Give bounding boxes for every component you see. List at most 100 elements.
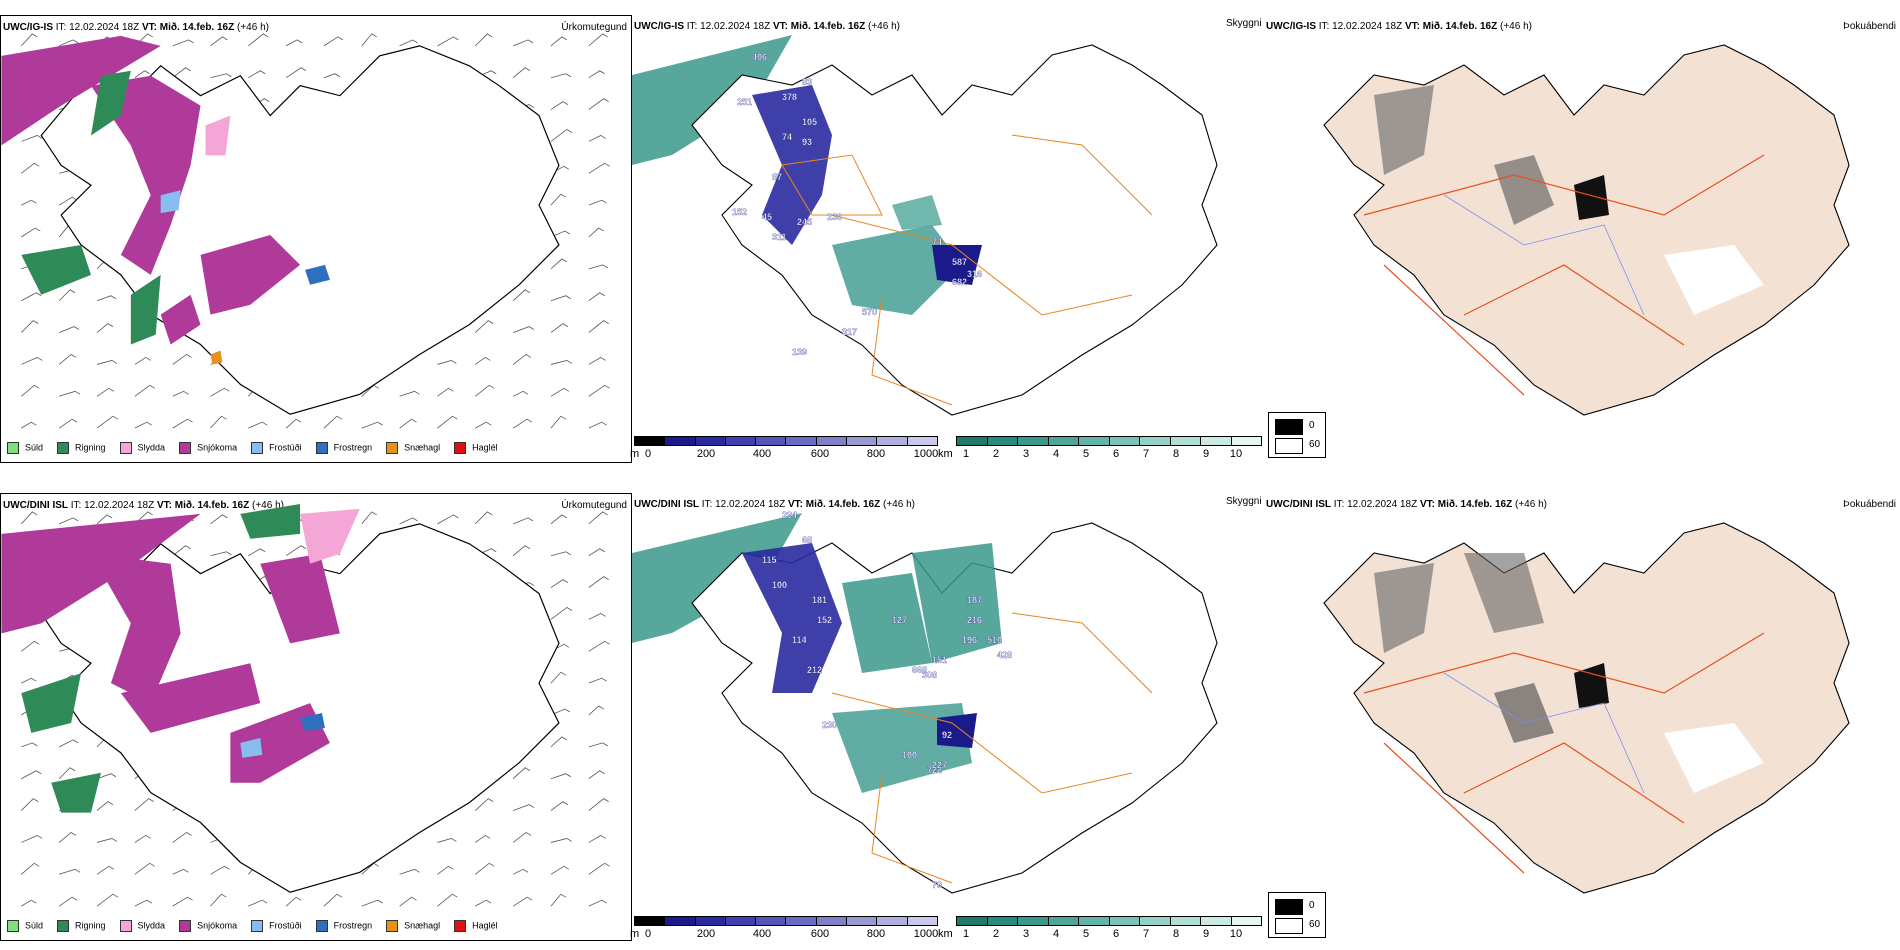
wind-barb [21,421,37,429]
wind-barb [361,421,383,429]
ceiling-value-label: 251 [737,97,752,107]
wind-barb [512,517,534,525]
ceiling-value-label: 378 [782,92,797,102]
wind-barb [58,353,77,365]
wind-barb [512,804,535,811]
wind-barb [58,896,78,907]
wind-barb [550,671,567,684]
wind-barb [512,289,531,302]
wind-barb [512,326,535,333]
iceland-fog-map [1323,44,1850,416]
wind-barb [550,514,568,525]
map-header: UWC/DINI ISL IT: 12.02.2024 18Z VT: Mið.… [1266,499,1547,510]
wind-barb [437,514,459,525]
legend-item: Snæhagl [386,442,440,454]
wind-barb [96,773,117,780]
wind-barb [550,865,570,875]
wind-barb [550,36,568,47]
wind-barb [475,384,495,397]
wind-barb [96,838,118,843]
ceiling-value-label: 230 [822,720,837,730]
wind-barb [134,862,155,875]
wind-barb [475,421,492,429]
wind-barb [588,320,609,333]
wind-barb [134,384,155,397]
wind-barb [399,39,418,47]
ceiling-value-label: 115 [762,555,777,565]
wind-barb [21,770,42,780]
precip-type-title: Úrkomutegund [561,22,627,33]
wind-barb [588,421,607,429]
wind-barb [588,548,605,557]
wind-barb [588,264,608,270]
wind-barb [588,899,607,907]
wind-barb [550,360,573,365]
ceiling-value-label: 68 [802,535,812,545]
wind-barb [172,39,194,47]
precip-type-legend: Súld Rigning Slydda Snjókoma Frostúði Fr… [7,920,498,932]
wind-barb [58,767,76,780]
wind-barb [588,798,609,811]
wind-barb [248,33,269,47]
ceiling-value-label: 127 [892,615,907,625]
ceiling-value-label: 587 [952,257,967,267]
ceiling-scale-bar [634,436,938,446]
wind-barb [437,838,457,843]
visibility-title: Skyggni [1226,496,1262,507]
ceiling-value-label: 406 [752,52,767,62]
wind-barb [475,798,494,811]
ceiling-value-label: 308 [922,670,937,680]
visibility-scale-bar [956,436,1262,446]
wind-barb [475,834,491,843]
fog-title: Þokuábendi [1843,21,1896,32]
ceiling-value-label: 570 [862,307,877,317]
wind-barb [58,39,79,47]
iceland-fog-map [1323,522,1850,894]
wind-barb [134,835,151,843]
wind-barb [21,798,39,811]
wind-barb [475,33,493,47]
wind-barb [550,579,569,588]
legend-item: Slydda [119,442,165,454]
wind-barb [512,418,533,429]
wind-barb [21,199,37,206]
wind-barb [588,162,610,174]
legend-item: Slydda [119,920,165,932]
ceiling-value-label: 510 [987,635,1002,645]
ceiling-value-label: 100 [772,580,787,590]
wind-barb [210,415,227,429]
wind-barb [96,387,115,397]
wind-barb [96,323,114,333]
ceiling-value-label: 74 [932,237,942,247]
wind-barb [172,545,191,557]
wind-barb [210,36,228,47]
wind-barb [550,607,573,620]
wind-barb [475,356,491,365]
wind-barb [437,387,454,397]
wind-barb [58,831,77,843]
wind-barb [475,862,495,875]
legend-item: Rigning [57,920,106,932]
wind-barb [96,415,119,429]
ceiling-scale-ticks: m 0 200 400 600 800 1000 [630,928,939,940]
wind-barb [550,708,571,716]
ceiling-value-label: 105 [802,117,817,127]
ceiling-value-label: 92 [942,730,952,740]
ceiling-value-label: 316 [967,269,982,279]
wind-barb [437,865,454,875]
ceiling-value-label: 245 [797,217,812,227]
ceiling-value-label: 668 [912,665,927,675]
wind-barb [475,899,492,907]
wind-barb [437,36,459,47]
map-header: UWC/IG-IS IT: 12.02.2024 18Z VT: Mið. 14… [1266,21,1532,32]
wind-barb [588,862,610,875]
wind-barb [550,838,573,843]
legend-item: Haglél [454,920,498,932]
wind-barb [588,384,610,397]
wind-barb [550,323,569,333]
wind-barb [248,70,266,79]
wind-barb [58,739,79,748]
wind-barb [285,418,302,429]
wind-barb [58,289,76,302]
wind-barb [248,899,268,907]
